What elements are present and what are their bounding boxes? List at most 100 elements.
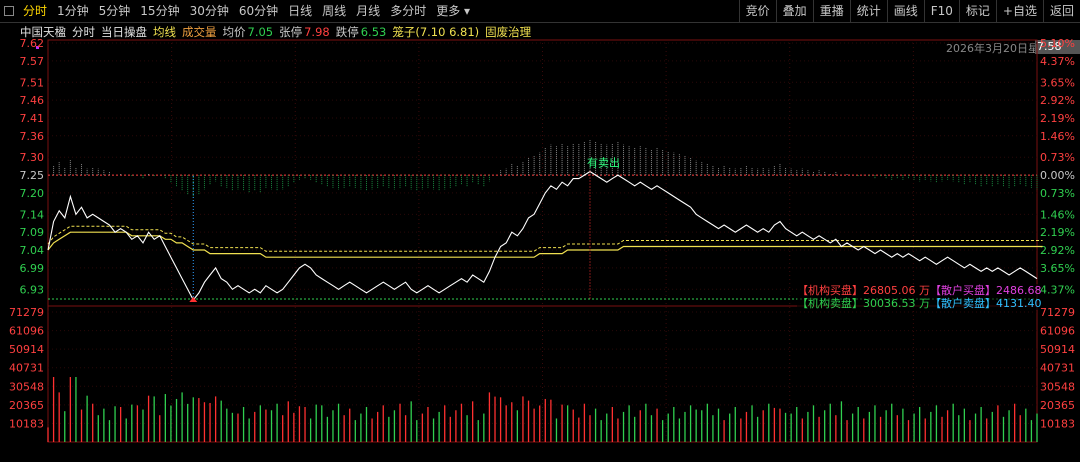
current-price-box: 7.58	[1035, 40, 1080, 54]
percent-tick-10: 2.19%	[1040, 226, 1075, 239]
price-tick-5: 7.36	[20, 130, 45, 143]
volume-tick-right-2: 50914	[1040, 343, 1075, 356]
toolbar-button-3[interactable]: 统计	[849, 0, 887, 22]
volume-tick-6: 10183	[9, 417, 44, 430]
avg-line-label: 均线	[153, 25, 176, 39]
volume-tick-4: 30548	[9, 380, 44, 393]
price-tick-8: 7.20	[20, 187, 45, 200]
date-text: 2026年3月20日星	[946, 42, 1039, 55]
percent-tick-7: 0.00%	[1040, 169, 1075, 182]
toolbar-button-8[interactable]: 返回	[1042, 0, 1080, 22]
tab-6[interactable]: 日线	[288, 4, 313, 18]
limit-up: 张停 7.98	[279, 23, 330, 41]
right-buttons: 竞价 叠加 重播 统计 画线 F10 标记 +自选 返回	[738, 0, 1080, 22]
toolbar-button-1[interactable]: 叠加	[775, 0, 813, 22]
toolbar-button-6[interactable]: 标记	[958, 0, 996, 22]
sell-annotation: 有卖出	[587, 156, 620, 170]
order-flow-panel: 【机构买盘】26805.06 万【散户买盘】2486.68 【机构卖盘】3003…	[797, 284, 1042, 310]
price-tick-7: 7.25	[20, 169, 45, 182]
price-tick-9: 7.14	[20, 208, 45, 221]
inst-buy-label: 【机构买盘】	[797, 284, 863, 297]
toolbar-button-0[interactable]: 竞价	[738, 0, 776, 22]
limit-down: 跌停 6.53	[336, 23, 387, 41]
volume-tick-5: 20365	[9, 399, 44, 412]
volume-tick-right-3: 40731	[1040, 362, 1075, 375]
tab-5[interactable]: 60分钟	[238, 4, 279, 18]
info-bar: 中国天楹 分时 当日操盘 均线 成交量 均价 7.05 张停 7.98 跌停 6.53…	[20, 23, 537, 41]
price-tick-12: 6.99	[20, 262, 45, 275]
retail-sell-value: 4131.40	[995, 297, 1042, 310]
limit-down-value: 6.53	[360, 25, 387, 39]
sell-row: 【机构卖盘】30036.53 万【散户卖盘】4131.40	[797, 297, 1041, 310]
avg-price: 均价 7.05	[223, 23, 274, 41]
tab-7[interactable]: 周线	[322, 4, 347, 18]
volume-tick-2: 50914	[9, 343, 44, 356]
percent-tick-1: 4.37%	[1040, 55, 1075, 68]
price-tick-2: 7.51	[20, 76, 45, 89]
mode-label: 分时	[72, 25, 95, 39]
percent-tick-9: 1.46%	[1040, 208, 1075, 221]
tab-0[interactable]: 分时	[23, 4, 48, 18]
volume-tick-right-5: 20365	[1040, 399, 1075, 412]
volume-tick-1: 61096	[9, 325, 44, 338]
toolbar-button-7[interactable]: +自选	[995, 0, 1043, 22]
marker-dot	[36, 46, 39, 49]
percent-tick-12: 3.65%	[1040, 262, 1075, 275]
price-tick-3: 7.46	[20, 94, 45, 107]
volume-label: 成交量	[182, 25, 217, 39]
price-tick-4: 7.41	[20, 112, 45, 125]
retail-sell-label: 【散户卖盘】	[929, 297, 996, 310]
volume-tick-0: 71279	[9, 306, 44, 319]
toolbar-button-2[interactable]: 重播	[812, 0, 850, 22]
percent-tick-5: 1.46%	[1040, 130, 1075, 143]
percent-tick-8: 0.73%	[1040, 187, 1075, 200]
volume-tick-right-6: 10183	[1040, 417, 1075, 430]
limit-up-label: 张停	[279, 25, 303, 39]
inst-sell-value: 30036.53 万	[863, 297, 930, 310]
menu-icon[interactable]	[0, 0, 18, 22]
stock-name[interactable]: 中国天楹	[20, 25, 66, 39]
limit-down-label: 跌停	[335, 25, 359, 39]
avg-price-label: 均价	[222, 25, 246, 39]
toolbar: 分时 1分钟 5分钟 15分钟 30分钟 60分钟 日线 周线 月线 多分时 更多 ▾ 竞价 叠加 重播…	[0, 0, 1080, 23]
tab-3[interactable]: 15分钟	[140, 4, 180, 18]
percent-tick-6: 0.73%	[1040, 151, 1075, 164]
tab-1[interactable]: 1分钟	[57, 4, 89, 18]
volume-tick-right-1: 61096	[1040, 325, 1075, 338]
percent-tick-11: 2.92%	[1040, 244, 1075, 257]
price-tick-11: 7.04	[20, 244, 45, 257]
limit-up-value: 7.98	[304, 25, 330, 39]
volume-tick-right-0: 71279	[1040, 306, 1075, 319]
price-tick-6: 7.30	[20, 151, 45, 164]
inst-sell-label: 【机构卖盘】	[797, 297, 863, 310]
period-tabs: 分时 1分钟 5分钟 15分钟 30分钟 60分钟 日线 周线 月线 多分时 更多 ▾	[0, 0, 475, 22]
toolbar-button-5[interactable]: F10	[923, 0, 959, 22]
industry-tag[interactable]: 固废治理	[485, 25, 532, 39]
volume-tick-right-4: 30548	[1040, 380, 1075, 393]
retail-buy-value: 2486.68	[995, 284, 1042, 297]
percent-tick-2: 3.65%	[1040, 76, 1075, 89]
tab-4[interactable]: 30分钟	[189, 4, 229, 18]
tab-2[interactable]: 5分钟	[98, 4, 131, 18]
price-tick-13: 6.93	[20, 283, 45, 296]
retail-buy-label: 【散户买盘】	[929, 284, 996, 297]
avg-price-line	[47, 231, 1043, 258]
percent-tick-13: 4.37%	[1040, 283, 1075, 296]
tab-10[interactable]: 更多 ▾	[436, 4, 471, 18]
volume-tick-3: 40731	[9, 362, 44, 375]
inst-buy-value: 26805.06 万	[863, 284, 930, 297]
price-tick-0: 7.62	[20, 37, 45, 50]
percent-tick-4: 2.19%	[1040, 112, 1075, 125]
cage-label: 笼子(7.10 6.81)	[392, 25, 480, 39]
tab-8[interactable]: 月线	[356, 4, 381, 18]
toolbar-button-4[interactable]: 画线	[886, 0, 924, 22]
percent-tick-3: 2.92%	[1040, 94, 1075, 107]
price-tick-10: 7.09	[20, 226, 45, 239]
buy-row: 【机构买盘】26805.06 万【散户买盘】2486.68	[797, 284, 1041, 297]
price-line	[47, 170, 1038, 302]
view-label[interactable]: 当日操盘	[101, 25, 147, 39]
price-tick-1: 7.57	[20, 55, 45, 68]
low-marker-icon	[189, 297, 198, 302]
tab-9[interactable]: 多分时	[390, 4, 427, 18]
